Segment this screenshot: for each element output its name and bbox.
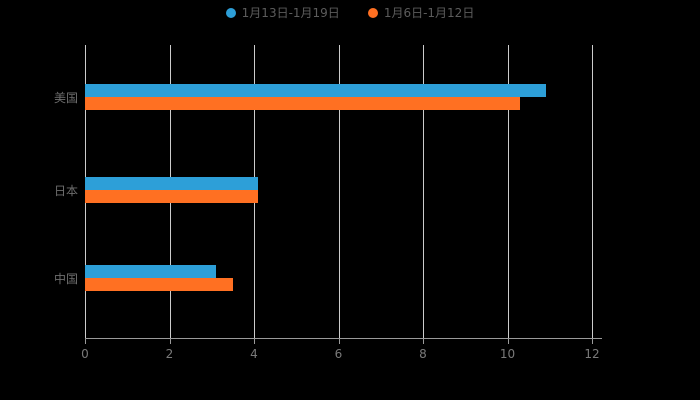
axis-tick — [85, 339, 86, 344]
axis-tick — [507, 339, 509, 344]
bar-1月13日-1月19日-日本 — [85, 177, 258, 190]
axis-tick — [423, 339, 424, 344]
legend-item[interactable]: 1月6日-1月12日 — [367, 6, 475, 20]
x-tick-label: 4 — [250, 347, 258, 361]
category-label: 日本 — [53, 184, 78, 198]
bar-1月6日-1月12日-日本 — [85, 190, 258, 203]
axis-tick — [169, 339, 171, 344]
x-axis-line — [85, 338, 602, 339]
legend-item-label: 1月6日-1月12日 — [383, 6, 475, 20]
axis-tick — [592, 339, 593, 344]
legend-item-label: 1月13日-1月19日 — [241, 6, 340, 20]
legend: 1月13日-1月19日 1月6日-1月12日 — [0, 6, 700, 20]
x-tick-label: 8 — [419, 347, 427, 361]
bar-1月6日-1月12日-中国 — [85, 278, 233, 291]
bar-1月13日-1月19日-中国 — [85, 265, 216, 278]
gridline — [507, 45, 509, 338]
axis-tick — [254, 339, 255, 344]
legend-marker-icon — [367, 8, 378, 18]
bar-1月13日-1月19日-美国 — [85, 84, 546, 97]
category-label: 美国 — [53, 91, 78, 105]
legend-marker-icon — [225, 8, 236, 18]
x-tick-label: 12 — [584, 347, 600, 361]
axis-tick — [338, 339, 340, 344]
category-label: 中国 — [53, 272, 78, 286]
gridline — [338, 45, 340, 338]
x-tick-label: 10 — [499, 347, 516, 361]
legend-item[interactable]: 1月13日-1月19日 — [225, 6, 340, 20]
gridline — [423, 45, 424, 338]
gridline — [592, 45, 593, 338]
bar-1月6日-1月12日-美国 — [85, 97, 520, 110]
x-tick-label: 0 — [81, 347, 89, 361]
x-tick-label: 2 — [165, 347, 174, 361]
x-tick-label: 6 — [334, 347, 343, 361]
